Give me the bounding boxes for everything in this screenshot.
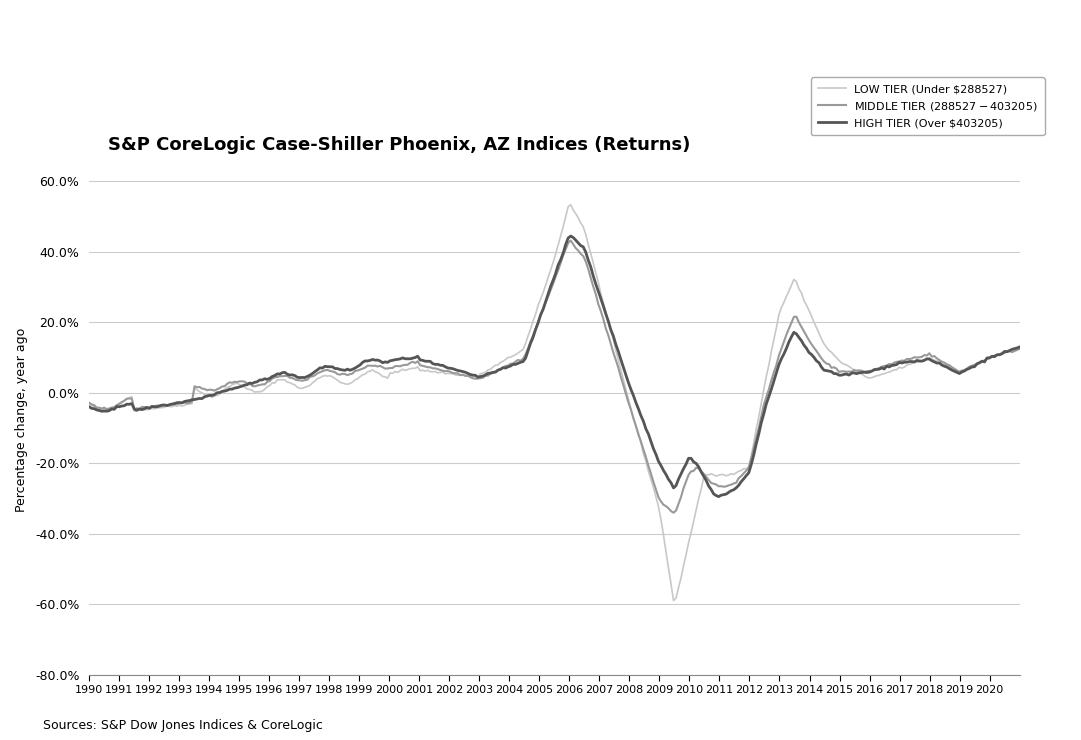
LOW TIER (Under $288527) bbox=[557, 222, 570, 231]
MIDDLE TIER ($288527 - $403205) bbox=[557, 251, 570, 260]
MIDDLE TIER ($288527 - $403205) bbox=[998, 349, 1011, 357]
MIDDLE TIER ($288527 - $403205) bbox=[770, 361, 783, 370]
HIGH TIER (Over $403205) bbox=[82, 403, 95, 411]
Text: S&P CoreLogic Case-Shiller Phoenix, AZ Indices (Returns): S&P CoreLogic Case-Shiller Phoenix, AZ I… bbox=[108, 136, 690, 154]
MIDDLE TIER ($288527 - $403205) bbox=[667, 508, 680, 517]
HIGH TIER (Over $403205) bbox=[557, 249, 570, 258]
LOW TIER (Under $288527) bbox=[396, 365, 409, 374]
LOW TIER (Under $288527) bbox=[770, 323, 783, 332]
HIGH TIER (Over $403205) bbox=[201, 391, 214, 400]
MIDDLE TIER ($288527 - $403205) bbox=[201, 386, 214, 394]
HIGH TIER (Over $403205) bbox=[712, 492, 725, 501]
MIDDLE TIER ($288527 - $403205) bbox=[564, 236, 577, 245]
Line: LOW TIER (Under $288527): LOW TIER (Under $288527) bbox=[89, 205, 1019, 601]
MIDDLE TIER ($288527 - $403205) bbox=[82, 398, 95, 407]
Line: HIGH TIER (Over $403205): HIGH TIER (Over $403205) bbox=[89, 236, 1019, 497]
LOW TIER (Under $288527) bbox=[1013, 343, 1026, 352]
HIGH TIER (Over $403205) bbox=[1013, 343, 1026, 352]
LOW TIER (Under $288527) bbox=[201, 390, 214, 399]
HIGH TIER (Over $403205) bbox=[770, 369, 783, 377]
HIGH TIER (Over $403205) bbox=[236, 382, 249, 391]
MIDDLE TIER ($288527 - $403205) bbox=[1013, 344, 1026, 353]
LOW TIER (Under $288527) bbox=[667, 596, 680, 605]
LOW TIER (Under $288527) bbox=[82, 399, 95, 408]
Y-axis label: Percentage change, year ago: Percentage change, year ago bbox=[15, 327, 28, 511]
LOW TIER (Under $288527) bbox=[236, 381, 249, 390]
LOW TIER (Under $288527) bbox=[998, 349, 1011, 357]
HIGH TIER (Over $403205) bbox=[998, 347, 1011, 356]
Text: Sources: S&P Dow Jones Indices & CoreLogic: Sources: S&P Dow Jones Indices & CoreLog… bbox=[43, 719, 323, 732]
Legend: LOW TIER (Under $288527), MIDDLE TIER ($288527 - $403205), HIGH TIER (Over $4032: LOW TIER (Under $288527), MIDDLE TIER ($… bbox=[811, 78, 1044, 135]
LOW TIER (Under $288527) bbox=[564, 201, 577, 209]
HIGH TIER (Over $403205) bbox=[396, 354, 409, 363]
MIDDLE TIER ($288527 - $403205) bbox=[236, 377, 249, 386]
HIGH TIER (Over $403205) bbox=[564, 232, 577, 240]
Line: MIDDLE TIER ($288527 - $403205): MIDDLE TIER ($288527 - $403205) bbox=[89, 240, 1019, 513]
MIDDLE TIER ($288527 - $403205) bbox=[396, 361, 409, 370]
